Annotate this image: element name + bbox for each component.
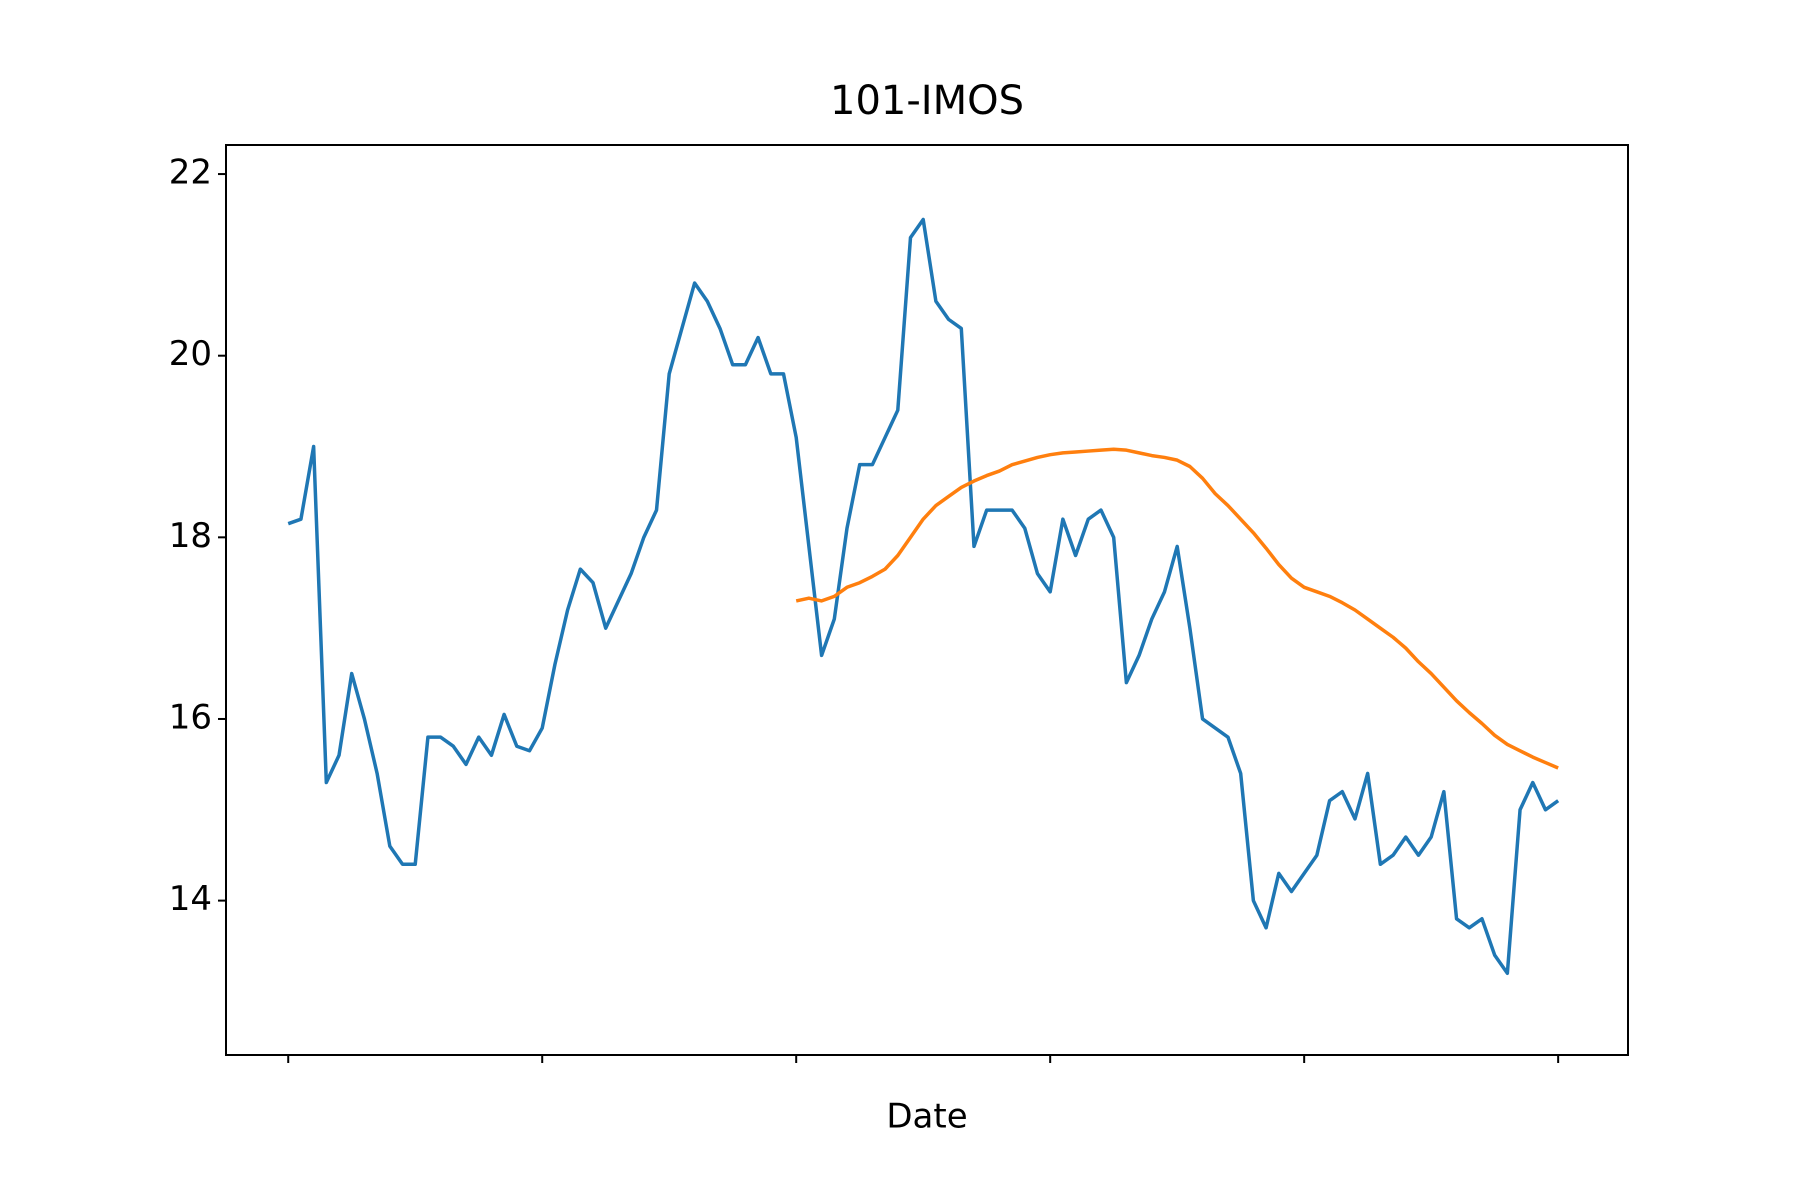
plot-frame bbox=[225, 144, 1629, 1056]
y-tick-label: 20 bbox=[169, 334, 212, 374]
series-line bbox=[795, 447, 1559, 770]
y-tick-label: 14 bbox=[169, 879, 212, 919]
series-line bbox=[287, 217, 1560, 976]
y-tick-label: 16 bbox=[169, 697, 212, 737]
chart-title: 101-IMOS bbox=[830, 78, 1024, 124]
y-tick-label: 18 bbox=[169, 516, 212, 556]
x-axis-label: Date bbox=[886, 1097, 967, 1137]
y-tick-label: 22 bbox=[169, 153, 212, 193]
